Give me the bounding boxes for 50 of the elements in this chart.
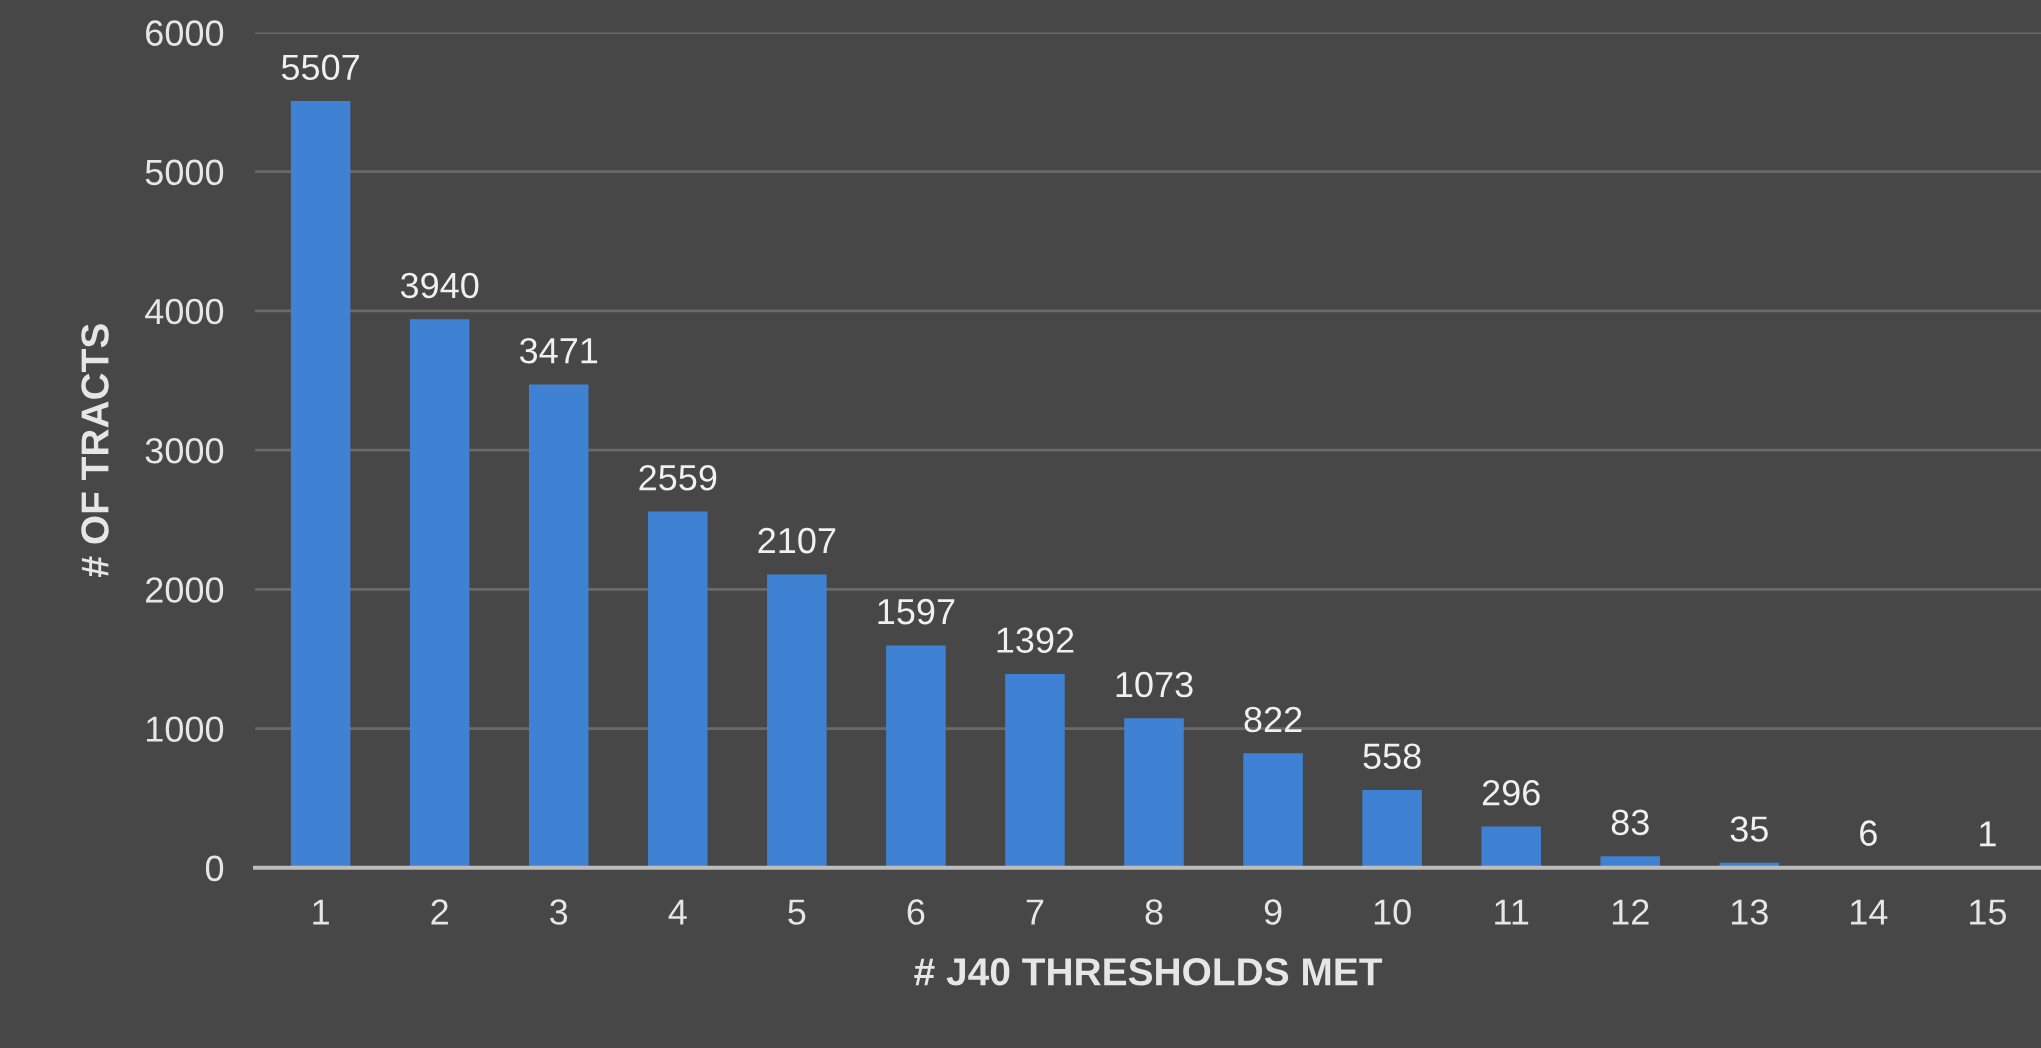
x-tick-label: 8 — [1145, 899, 1163, 925]
x-tick-label: 2 — [431, 899, 448, 925]
bar — [1362, 790, 1422, 868]
data-label: 2559 — [639, 464, 717, 491]
data-label: 3940 — [400, 272, 479, 299]
data-label: 5507 — [281, 54, 359, 81]
y-tick-label: 4000 — [145, 298, 224, 325]
data-label: 83 — [1611, 809, 1649, 836]
data-label: 296 — [1482, 779, 1540, 806]
bar — [1243, 753, 1303, 868]
y-tick-label: 1000 — [147, 716, 224, 742]
x-tick-label: 14 — [1851, 899, 1888, 925]
bar — [409, 319, 470, 868]
x-tick-label: 3 — [550, 899, 568, 925]
data-label: 558 — [1363, 743, 1421, 770]
y-tick-label: 0 — [205, 855, 224, 882]
bar — [1005, 673, 1065, 868]
data-label: 1 — [1980, 821, 1996, 847]
data-label: 6 — [1860, 820, 1877, 846]
y-tick-label: 3000 — [145, 437, 224, 464]
bar — [528, 384, 589, 868]
bar — [648, 511, 708, 868]
x-tick-label: 11 — [1495, 899, 1529, 925]
x-tick-label: 7 — [1026, 899, 1044, 925]
bar — [886, 645, 946, 868]
x-tick-label: 9 — [1264, 899, 1282, 925]
x-tick-label: 4 — [668, 899, 687, 925]
data-label: 3471 — [519, 337, 598, 364]
data-label: 1597 — [878, 598, 955, 625]
bar — [290, 101, 351, 868]
x-axis-title: # J40 THRESHOLDS MET — [914, 957, 1383, 986]
data-label: 1392 — [997, 627, 1074, 653]
bar — [1124, 718, 1184, 868]
bar — [767, 574, 827, 868]
x-tick-label: 1 — [313, 899, 329, 925]
data-label: 822 — [1244, 706, 1302, 733]
data-label: 2107 — [758, 527, 836, 554]
x-tick-label: 15 — [1970, 899, 2006, 925]
x-tick-label: 13 — [1731, 899, 1768, 925]
data-label: 35 — [1730, 816, 1768, 842]
y-tick-label: 2000 — [146, 577, 224, 603]
y-tick-label: 6000 — [146, 20, 224, 46]
x-tick-label: 5 — [788, 899, 806, 925]
x-tick-label: 10 — [1374, 899, 1411, 925]
y-tick-label: 5000 — [145, 159, 224, 186]
x-tick-label: 12 — [1612, 899, 1649, 925]
bar — [1481, 826, 1541, 868]
x-tick-label: 6 — [907, 899, 925, 925]
data-label: 1073 — [1116, 671, 1193, 698]
y-axis-title: # OF TRACTS — [81, 324, 109, 577]
